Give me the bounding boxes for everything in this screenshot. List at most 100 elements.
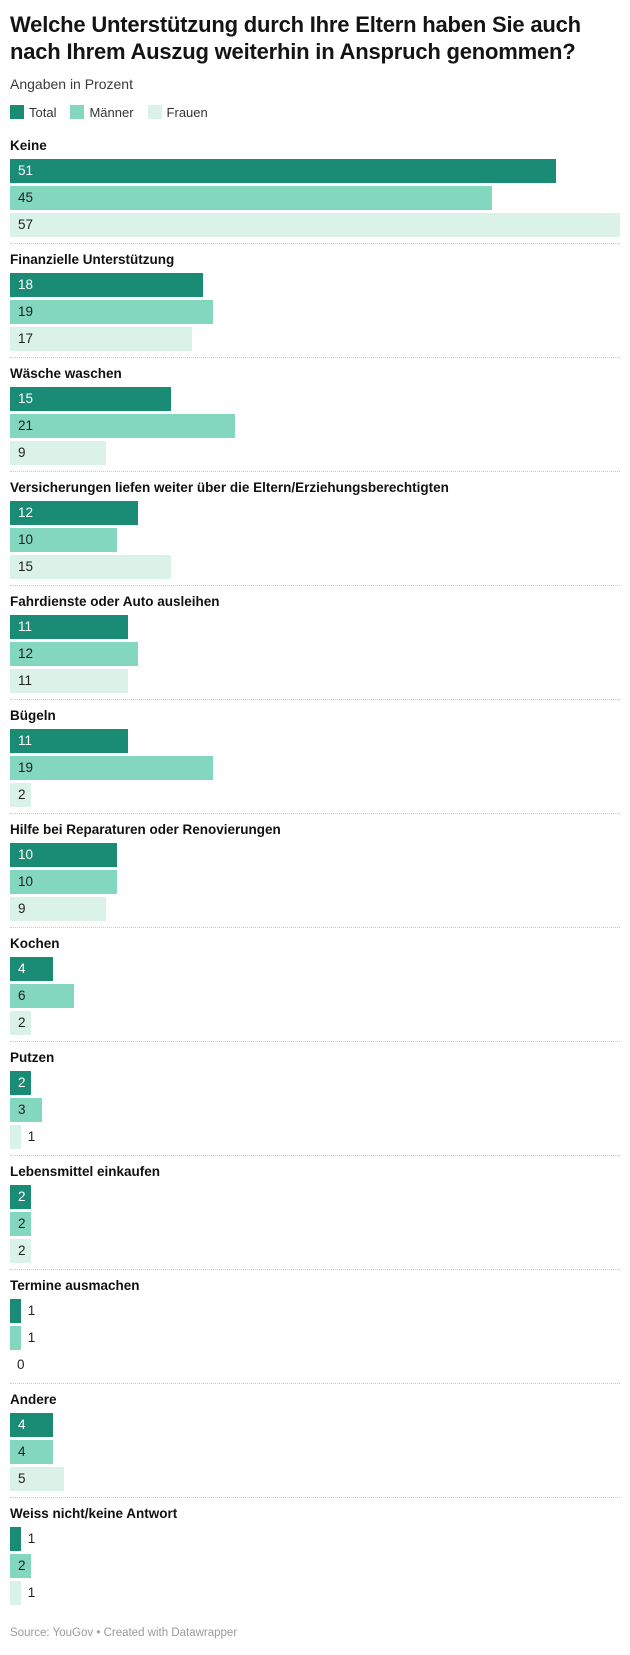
legend-swatch-maenner bbox=[70, 105, 85, 120]
bar-row-series-0: 2 bbox=[10, 1070, 620, 1095]
bar-series-2 bbox=[10, 1010, 32, 1035]
bar-row-series-2: 5 bbox=[10, 1466, 620, 1491]
bar-row-series-1: 2 bbox=[10, 1553, 620, 1578]
bar-row-series-1: 2 bbox=[10, 1211, 620, 1236]
bar-row-series-0: 10 bbox=[10, 842, 620, 867]
category-group: Keine 51 45 57 bbox=[10, 130, 620, 243]
bar-value-label: 57 bbox=[18, 216, 34, 232]
bar-series-2 bbox=[10, 1466, 64, 1491]
bar-series-2 bbox=[10, 896, 107, 921]
legend: Total Männer Frauen bbox=[10, 105, 620, 120]
bar-series-1 bbox=[10, 755, 214, 780]
bar-row-series-0: 4 bbox=[10, 956, 620, 981]
category-label: Bügeln bbox=[10, 707, 56, 723]
datawrapper-credit-link[interactable]: Created with Datawrapper bbox=[103, 1626, 238, 1639]
bar-row-series-2: 2 bbox=[10, 1010, 620, 1035]
bar-series-1 bbox=[10, 413, 235, 438]
bar-series-2 bbox=[10, 326, 192, 351]
bar-value-label: 15 bbox=[18, 390, 34, 406]
bar-series-2 bbox=[10, 440, 107, 465]
footer-separator: • bbox=[96, 1626, 101, 1639]
bar-series-2 bbox=[10, 1124, 21, 1149]
bar-row-series-2: 1 bbox=[10, 1580, 620, 1605]
bar-value-label: 21 bbox=[18, 417, 34, 433]
category-group: Fahrdienste oder Auto ausleihen 11 12 11 bbox=[10, 584, 620, 699]
bar-series-0 bbox=[10, 158, 556, 183]
bar-row-series-1: 1 bbox=[10, 1325, 620, 1350]
bar-value-label: 19 bbox=[18, 759, 34, 775]
bar-row-series-2: 57 bbox=[10, 212, 620, 237]
bar-value-label: 45 bbox=[18, 189, 34, 205]
category-label: Keine bbox=[10, 137, 47, 153]
legend-label-maenner: Männer bbox=[89, 104, 134, 120]
bar-value-label: 10 bbox=[18, 531, 34, 547]
bar-row-series-0: 11 bbox=[10, 728, 620, 753]
chart-groups: Keine 51 45 57 Finanzielle Unterstützung 18 19… bbox=[10, 130, 620, 1611]
bar-value-label: 3 bbox=[18, 1101, 26, 1117]
chart-subtitle: Angaben in Prozent bbox=[10, 75, 133, 92]
bar-value-label: 5 bbox=[18, 1470, 26, 1486]
bar-series-2 bbox=[10, 782, 32, 807]
legend-item-maenner: Männer bbox=[70, 104, 134, 120]
category-group: Lebensmittel einkaufen 2 2 2 bbox=[10, 1154, 620, 1269]
bar-row-series-1: 10 bbox=[10, 869, 620, 894]
bar-value-label: 2 bbox=[18, 1074, 26, 1090]
bar-row-series-2: 17 bbox=[10, 326, 620, 351]
bar-value-label: 19 bbox=[18, 303, 34, 319]
bar-value-label: 1 bbox=[27, 1530, 36, 1546]
bar-value-label: 4 bbox=[18, 1416, 26, 1432]
legend-label-frauen: Frauen bbox=[166, 104, 208, 120]
bar-row-series-0: 2 bbox=[10, 1184, 620, 1209]
bar-value-label: 9 bbox=[18, 900, 26, 916]
bar-row-series-1: 6 bbox=[10, 983, 620, 1008]
category-group: Finanzielle Unterstützung 18 19 17 bbox=[10, 242, 620, 357]
category-label: Versicherungen liefen weiter über die El… bbox=[10, 479, 449, 495]
bar-row-series-0: 4 bbox=[10, 1412, 620, 1437]
bar-series-1 bbox=[10, 641, 139, 666]
bar-row-series-2: 2 bbox=[10, 782, 620, 807]
bar-series-1 bbox=[10, 869, 118, 894]
bar-value-label: 2 bbox=[18, 1014, 26, 1030]
legend-item-frauen: Frauen bbox=[147, 104, 208, 120]
category-label: Putzen bbox=[10, 1049, 55, 1065]
bar-series-1 bbox=[10, 1439, 53, 1464]
bar-series-0 bbox=[10, 1526, 21, 1551]
bar-value-label: 17 bbox=[18, 330, 34, 346]
bar-value-label: 12 bbox=[18, 504, 34, 520]
category-group: Bügeln 11 19 2 bbox=[10, 698, 620, 813]
chart-footer: Source: YouGov • Created with Datawrappe… bbox=[10, 1627, 620, 1639]
category-group: Termine ausmachen 1 1 0 bbox=[10, 1268, 620, 1383]
chart-title: Welche Unterstützung durch Ihre Eltern h… bbox=[10, 12, 581, 64]
bar-value-label: 11 bbox=[18, 672, 33, 688]
bar-row-series-0: 15 bbox=[10, 386, 620, 411]
bar-value-label: 4 bbox=[18, 960, 26, 976]
bar-value-label: 10 bbox=[18, 873, 34, 889]
bar-series-1 bbox=[10, 983, 75, 1008]
bar-series-1 bbox=[10, 1211, 32, 1236]
legend-item-total: Total bbox=[10, 105, 56, 120]
bar-series-0 bbox=[10, 728, 128, 753]
bar-value-label: 2 bbox=[18, 1215, 26, 1231]
bar-value-label: 1 bbox=[27, 1302, 36, 1318]
bar-row-series-1: 19 bbox=[10, 299, 620, 324]
category-label: Kochen bbox=[10, 935, 60, 951]
bar-value-label: 6 bbox=[18, 987, 26, 1003]
bar-row-series-2: 9 bbox=[10, 896, 620, 921]
bar-row-series-1: 45 bbox=[10, 185, 620, 210]
chart-header: Welche Unterstützung durch Ihre Eltern h… bbox=[10, 12, 620, 120]
category-label: Finanzielle Unterstützung bbox=[10, 251, 175, 267]
bar-value-label: 4 bbox=[18, 1443, 26, 1459]
bar-row-series-1: 4 bbox=[10, 1439, 620, 1464]
bar-series-1 bbox=[10, 185, 492, 210]
bar-series-0 bbox=[10, 272, 203, 297]
legend-swatch-frauen bbox=[147, 105, 162, 120]
bar-value-label: 2 bbox=[18, 1557, 26, 1573]
category-label: Termine ausmachen bbox=[10, 1277, 140, 1293]
category-label: Hilfe bei Reparaturen oder Renovierungen bbox=[10, 821, 281, 837]
bar-series-0 bbox=[10, 1298, 21, 1323]
bar-series-0 bbox=[10, 1184, 32, 1209]
category-group: Putzen 2 3 1 bbox=[10, 1040, 620, 1155]
bar-value-label: 9 bbox=[18, 444, 26, 460]
category-label: Lebensmittel einkaufen bbox=[10, 1163, 161, 1179]
